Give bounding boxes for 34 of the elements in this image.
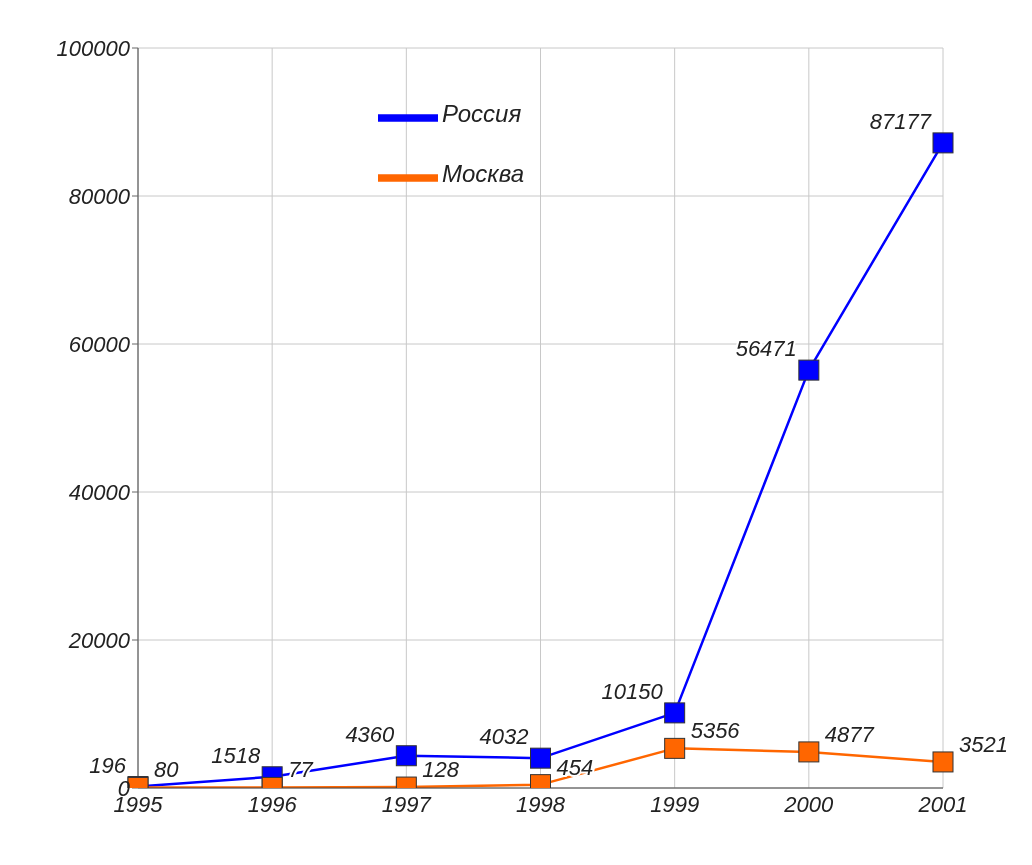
data-label: 3521 (959, 731, 1008, 757)
data-label: 87177 (869, 108, 932, 134)
data-label: 454 (556, 754, 594, 780)
data-label: 4360 (345, 721, 396, 747)
data-label: 10150 (601, 678, 664, 704)
data-label: 1518 (211, 742, 261, 768)
data-label: 56471 (735, 336, 797, 362)
point (664, 737, 686, 759)
point (798, 359, 820, 381)
x-tick-label: 1998 (516, 791, 566, 817)
data-label: 196 (89, 752, 127, 778)
point (798, 741, 820, 763)
point (395, 745, 417, 767)
point (530, 747, 551, 769)
y-tick-label: 80000 (68, 183, 131, 209)
y-tick-label: 40000 (68, 479, 131, 505)
data-label: 5356 (690, 718, 741, 744)
x-tick-label: 1997 (381, 791, 432, 817)
y-tick-label: 60000 (68, 331, 131, 357)
data-label: 128 (422, 757, 460, 783)
point (932, 132, 954, 154)
x-tick-label: 2000 (783, 791, 835, 817)
legend-label: Россия (442, 100, 522, 128)
data-label: 4877 (824, 721, 875, 747)
x-tick-label: 2001 (917, 791, 968, 817)
point (932, 751, 954, 773)
data-label: 4032 (479, 724, 529, 750)
x-tick-label: 1999 (650, 791, 700, 817)
x-tick-label: 1996 (247, 791, 298, 817)
y-tick-label: 100000 (56, 35, 131, 61)
y-tick-label: 20000 (67, 627, 131, 653)
legend-label: Москва (442, 160, 525, 188)
point (664, 702, 686, 724)
data-label: 80 (154, 757, 180, 783)
